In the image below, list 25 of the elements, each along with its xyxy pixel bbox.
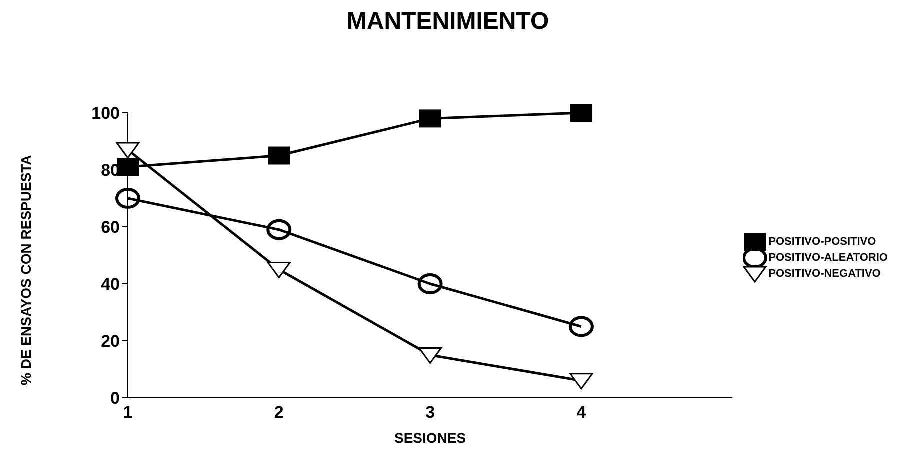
point	[419, 110, 442, 128]
x-tick-label: 2	[274, 403, 284, 422]
point	[268, 146, 290, 165]
x-tick-label: 1	[123, 403, 133, 422]
y-tick-label: 0	[110, 389, 120, 408]
y-tick-label: 20	[101, 332, 120, 352]
x-axis-title: SESIONES	[394, 430, 466, 446]
legend-label: POSITIVO-NEGATIVO	[768, 268, 881, 280]
point	[266, 219, 292, 240]
point	[568, 316, 594, 338]
x-tick-label: 3	[426, 403, 436, 422]
point	[117, 158, 139, 176]
point	[570, 104, 592, 122]
y-tick-label: 100	[92, 104, 120, 124]
point	[418, 274, 443, 294]
chart-title: MANTENIMIENTO	[346, 8, 550, 37]
legend-label: POSITIVO-ALEATORIO	[768, 252, 888, 264]
point	[116, 188, 140, 209]
y-tick-label: 60	[101, 218, 120, 238]
point	[570, 373, 594, 390]
point	[116, 142, 140, 159]
x-tick-label: 4	[576, 403, 587, 422]
legend-label: POSITIVO-POSITIVO	[768, 236, 876, 248]
y-tick-label: 40	[101, 275, 120, 294]
y-axis-title: % DE ENSAYOS CON RESPUESTA	[18, 155, 34, 386]
